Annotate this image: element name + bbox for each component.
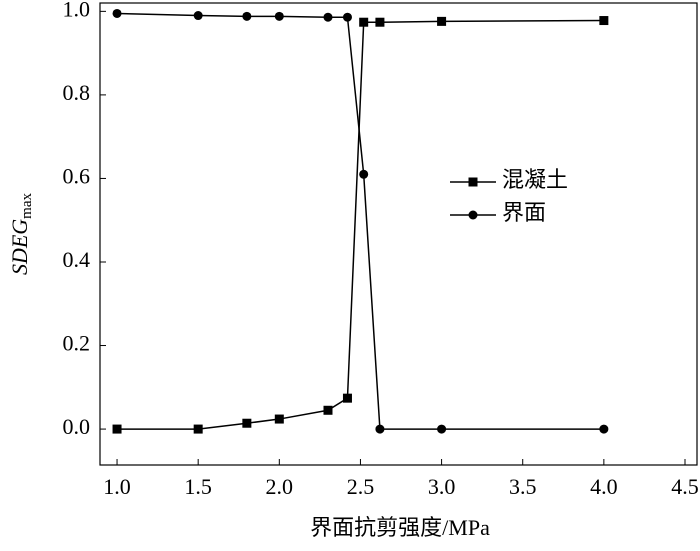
data-point [342, 12, 352, 22]
data-point [375, 424, 385, 434]
data-point [193, 424, 203, 434]
legend-marker [468, 177, 478, 187]
data-point [242, 418, 252, 428]
y-tick-label: 0.8 [63, 80, 91, 105]
series-line [117, 19, 604, 430]
legend-label: 界面 [502, 200, 546, 225]
series-line [117, 12, 604, 430]
data-point [242, 11, 252, 21]
x-tick-label: 1.0 [103, 474, 131, 499]
data-point [375, 17, 385, 27]
x-tick-label: 3.0 [428, 474, 456, 499]
y-tick-label: 0.6 [63, 163, 91, 188]
y-tick-label: 0.0 [63, 414, 91, 439]
x-axis-label: 界面抗剪强度/MPa [310, 515, 490, 540]
x-tick-label: 1.5 [184, 474, 212, 499]
x-tick-label: 4.5 [671, 474, 699, 499]
data-point [274, 11, 284, 21]
data-point [112, 424, 122, 434]
y-tick-label: 0.2 [63, 331, 91, 356]
data-point [274, 414, 284, 424]
legend-label: 混凝土 [502, 167, 568, 192]
y-axis-label-sub: max [19, 192, 35, 218]
y-tick-label: 1.0 [63, 0, 91, 21]
data-point [193, 11, 203, 21]
data-point [599, 424, 609, 434]
data-point [437, 16, 447, 26]
data-point [437, 424, 447, 434]
data-point [323, 405, 333, 415]
data-point [112, 8, 122, 18]
y-axis-label: SDEGmax [7, 192, 35, 275]
y-axis-label-main: SDEG [7, 219, 32, 275]
data-point [342, 393, 352, 403]
x-tick-label: 4.0 [590, 474, 618, 499]
data-point [359, 17, 369, 27]
y-tick-label: 0.4 [63, 247, 91, 272]
legend-marker [468, 210, 478, 220]
plot-frame [99, 2, 698, 466]
x-tick-label: 3.5 [509, 474, 537, 499]
data-point [599, 16, 609, 26]
x-tick-label: 2.0 [266, 474, 294, 499]
x-tick-label: 2.5 [347, 474, 375, 499]
data-point [359, 169, 369, 179]
data-point [323, 12, 333, 22]
